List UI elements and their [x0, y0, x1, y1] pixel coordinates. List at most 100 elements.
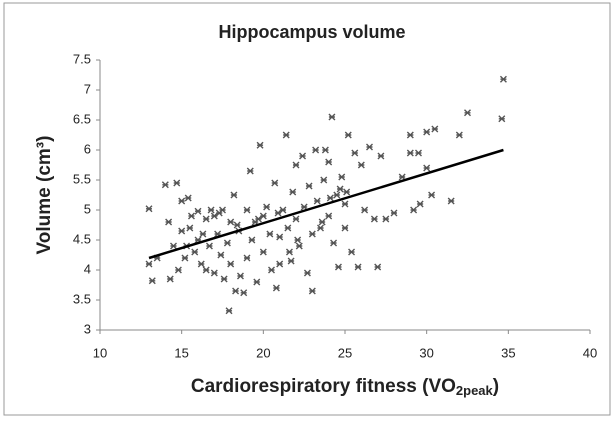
- point: [341, 224, 349, 232]
- point: [276, 233, 284, 241]
- point: [447, 197, 455, 205]
- point: [292, 161, 300, 169]
- point: [272, 284, 280, 292]
- point: [284, 224, 292, 232]
- point: [271, 179, 279, 187]
- point: [215, 209, 223, 217]
- point: [366, 143, 373, 151]
- point: [259, 248, 267, 256]
- point: [184, 194, 192, 202]
- y-tick-label: 7.5: [73, 51, 91, 66]
- x-axis-label: Cardiorespiratory fitness (VO2peak): [191, 376, 499, 398]
- x-tick-label: 10: [93, 345, 107, 360]
- point: [276, 260, 284, 268]
- point: [178, 197, 186, 205]
- point: [328, 113, 336, 121]
- point: [227, 260, 235, 268]
- trend-line: [148, 148, 504, 260]
- point: [191, 248, 199, 256]
- y-tick-label: 6.5: [73, 111, 91, 126]
- point: [299, 152, 307, 160]
- point: [415, 149, 422, 157]
- point: [294, 236, 302, 244]
- point: [170, 242, 177, 250]
- point: [406, 149, 414, 157]
- point: [326, 194, 334, 202]
- point: [173, 179, 181, 187]
- point: [410, 206, 418, 214]
- point: [181, 254, 189, 262]
- point: [240, 289, 248, 297]
- point: [390, 209, 398, 217]
- point: [282, 131, 290, 139]
- point: [178, 227, 186, 235]
- point: [343, 188, 351, 196]
- y-tick-label: 3: [84, 321, 91, 336]
- point: [233, 221, 241, 229]
- point: [292, 215, 300, 223]
- point: [382, 215, 390, 223]
- x-tick-label: 30: [419, 345, 433, 360]
- point: [145, 260, 153, 268]
- point: [428, 191, 436, 199]
- point: [197, 260, 205, 268]
- point: [361, 206, 369, 214]
- point: [333, 191, 341, 199]
- point: [207, 206, 215, 214]
- point: [313, 197, 321, 205]
- point: [336, 185, 344, 193]
- point: [220, 275, 228, 283]
- point: [246, 167, 254, 175]
- point: [287, 257, 295, 265]
- point: [256, 141, 264, 149]
- point: [217, 251, 225, 259]
- point: [165, 218, 173, 226]
- point: [344, 131, 352, 139]
- point: [464, 109, 471, 117]
- point: [305, 182, 313, 190]
- point: [202, 266, 210, 274]
- point: [406, 131, 414, 139]
- point: [248, 236, 256, 244]
- point: [295, 242, 303, 250]
- point: [274, 209, 282, 217]
- point: [230, 191, 238, 199]
- point: [268, 266, 275, 274]
- point: [348, 248, 356, 256]
- x-axis-label-main: Cardiorespiratory fitness (VO: [191, 376, 456, 397]
- y-tick-label: 3.5: [73, 291, 91, 306]
- point: [148, 277, 156, 285]
- point: [225, 307, 233, 315]
- point: [325, 212, 333, 220]
- point: [254, 215, 262, 223]
- point: [243, 254, 251, 262]
- point: [186, 224, 194, 232]
- x-tick-label: 40: [583, 345, 597, 360]
- point: [199, 230, 207, 238]
- point: [263, 203, 271, 211]
- point: [187, 212, 195, 220]
- y-tick-label: 6: [84, 141, 91, 156]
- point: [370, 215, 378, 223]
- y-tick-label: 4.5: [73, 231, 91, 246]
- point: [223, 239, 231, 247]
- point: [499, 75, 507, 83]
- point: [145, 205, 153, 213]
- point: [308, 287, 316, 295]
- point: [210, 269, 218, 277]
- point: [243, 206, 251, 214]
- point: [320, 176, 328, 184]
- point: [202, 215, 210, 223]
- x-axis-label-end: ): [493, 376, 499, 397]
- point: [253, 278, 261, 286]
- point: [289, 188, 297, 196]
- point: [232, 287, 240, 295]
- point: [330, 239, 338, 247]
- point: [194, 207, 202, 215]
- point: [357, 161, 365, 169]
- x-tick-label: 25: [338, 345, 352, 360]
- point: [318, 218, 326, 226]
- x-tick-label: 20: [256, 345, 270, 360]
- point: [317, 224, 324, 232]
